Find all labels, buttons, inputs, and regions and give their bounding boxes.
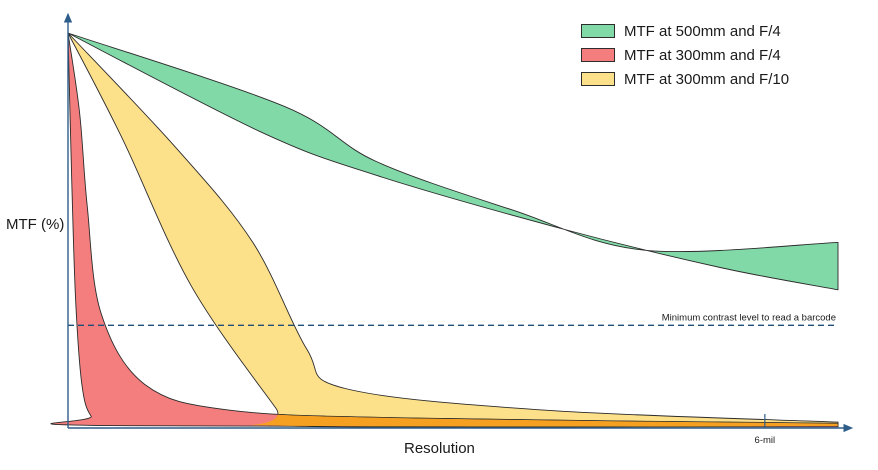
x-axis-label: Resolution bbox=[404, 440, 475, 457]
y-axis-label: MTF (%) bbox=[6, 216, 65, 233]
legend-swatch-300mm-f10 bbox=[581, 72, 615, 86]
legend-label-300mm-f10: MTF at 300mm and F/10 bbox=[624, 70, 790, 88]
legend-swatch-300mm-f4 bbox=[581, 48, 615, 62]
legend-swatch-500mm-f4 bbox=[581, 24, 615, 38]
legend: MTF at 500mm and F/4 MTF at 300mm and F/… bbox=[581, 20, 789, 92]
legend-item-500mm-f4: MTF at 500mm and F/4 bbox=[581, 20, 789, 42]
threshold-label: Minimum contrast level to read a barcode bbox=[662, 312, 836, 323]
band-500mm-f4 bbox=[67, 32, 839, 291]
marker-label-6-mil: 6-mil bbox=[755, 435, 776, 446]
legend-item-300mm-f4: MTF at 300mm and F/4 bbox=[581, 44, 789, 66]
legend-label-500mm-f4: MTF at 500mm and F/4 bbox=[624, 22, 781, 40]
legend-item-300mm-f10: MTF at 300mm and F/10 bbox=[581, 68, 789, 90]
legend-label-300mm-f4: MTF at 300mm and F/4 bbox=[624, 46, 781, 64]
band-300mm-f10 bbox=[67, 32, 839, 428]
